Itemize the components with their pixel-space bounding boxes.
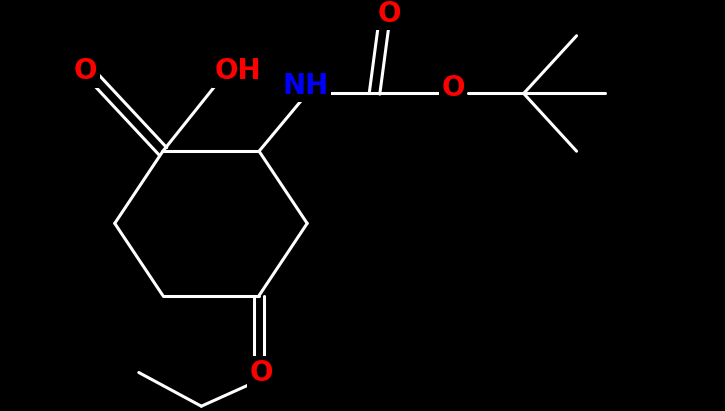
Text: O: O — [377, 0, 401, 28]
Text: NH: NH — [282, 72, 328, 100]
Text: O: O — [74, 58, 98, 85]
Text: O: O — [249, 358, 273, 386]
Text: O: O — [442, 74, 465, 102]
Text: OH: OH — [215, 58, 261, 85]
